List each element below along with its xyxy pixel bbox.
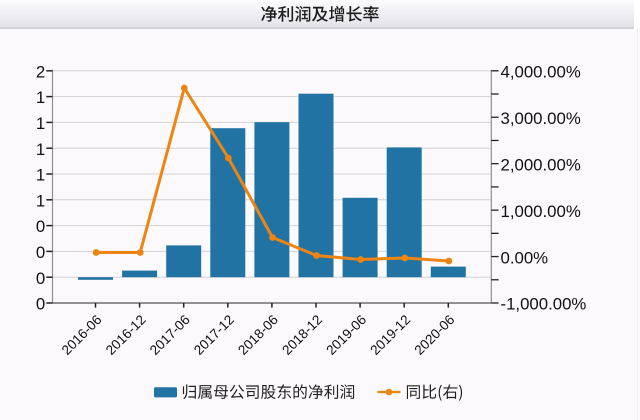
svg-text:1: 1 — [36, 166, 45, 185]
svg-text:2016-06: 2016-06 — [59, 312, 105, 358]
svg-text:2016-12: 2016-12 — [103, 312, 149, 358]
svg-text:1: 1 — [36, 114, 45, 133]
svg-text:2: 2 — [36, 62, 45, 81]
svg-text:1: 1 — [36, 191, 45, 210]
svg-text:0: 0 — [36, 217, 45, 236]
svg-text:0.00%: 0.00% — [501, 248, 549, 267]
svg-text:1: 1 — [36, 140, 45, 159]
svg-text:2020-06: 2020-06 — [412, 312, 458, 358]
svg-text:2018-12: 2018-12 — [279, 312, 325, 358]
svg-text:4,000.00%: 4,000.00% — [501, 63, 581, 82]
svg-text:2,000.00%: 2,000.00% — [501, 155, 581, 174]
svg-text:2017-06: 2017-06 — [147, 312, 193, 358]
svg-text:0: 0 — [36, 295, 45, 314]
svg-text:1,000.00%: 1,000.00% — [501, 202, 581, 221]
svg-text:1: 1 — [36, 88, 45, 107]
svg-text:2017-12: 2017-12 — [191, 312, 237, 358]
svg-text:0: 0 — [36, 269, 45, 288]
svg-text:0: 0 — [36, 243, 45, 262]
svg-text:3,000.00%: 3,000.00% — [501, 109, 581, 128]
svg-text:2019-06: 2019-06 — [323, 312, 369, 358]
svg-text:2018-06: 2018-06 — [235, 312, 281, 358]
svg-text:2019-12: 2019-12 — [367, 312, 413, 358]
svg-text:-1,000.00%: -1,000.00% — [501, 295, 587, 314]
